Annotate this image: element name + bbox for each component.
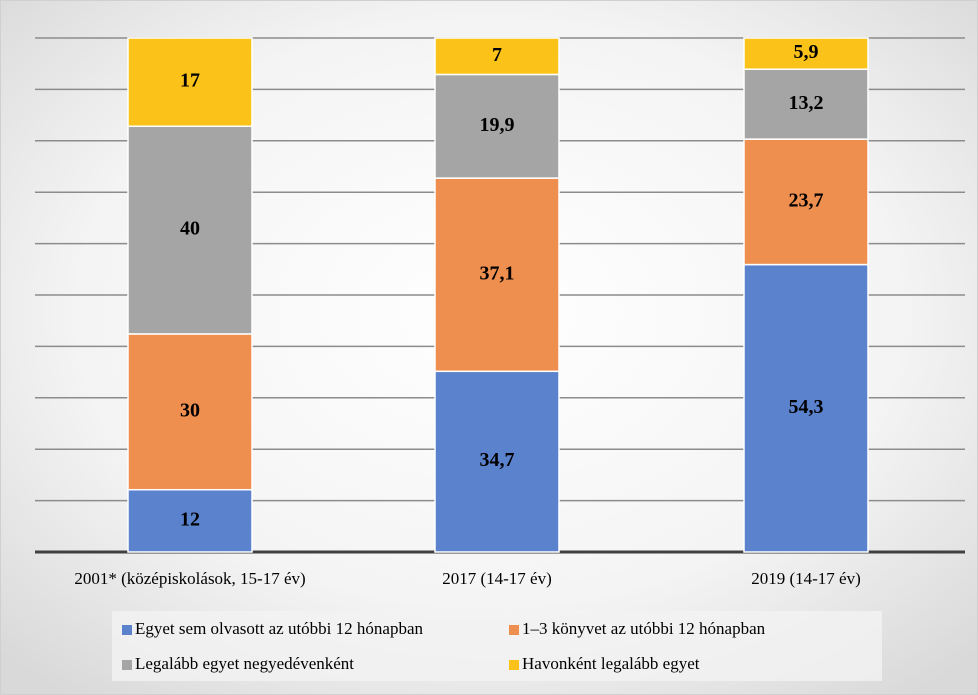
data-label: 23,7 — [789, 189, 824, 211]
bar-segment — [434, 177, 560, 373]
legend-label: 1–3 könyvet az utóbbi 12 hónapban — [522, 619, 766, 638]
legend-label: Legalább egyet negyedévenként — [135, 654, 354, 673]
bar-segment — [127, 125, 253, 335]
bar-segment — [127, 37, 253, 128]
x-tick-label: 2019 (14-17 év) — [751, 569, 861, 588]
data-label: 40 — [180, 218, 200, 240]
bar-segment — [434, 37, 560, 76]
data-label: 30 — [180, 399, 200, 421]
legend-swatch — [122, 625, 132, 635]
bar-segment — [434, 73, 560, 179]
data-label: 13,2 — [789, 92, 824, 114]
legend-swatch — [509, 660, 519, 670]
bar-segment — [434, 370, 560, 553]
data-label: 34,7 — [480, 449, 515, 471]
bar-segment — [743, 263, 869, 553]
data-label: 19,9 — [480, 114, 515, 136]
data-label: 7 — [492, 44, 502, 66]
legend-label: Havonként legalább egyet — [522, 654, 700, 673]
legend-box — [112, 611, 882, 681]
bar-segment — [127, 488, 253, 553]
data-label: 17 — [180, 70, 200, 92]
x-tick-label: 2001* (középiskolások, 15-17 év) — [74, 569, 305, 588]
data-label: 54,3 — [789, 396, 824, 418]
bar-segment — [743, 37, 869, 70]
legend-swatch — [122, 660, 132, 670]
data-label: 5,9 — [794, 41, 819, 63]
legend-label: Egyet sem olvasott az utóbbi 12 hónapban — [135, 619, 423, 638]
x-tick-label: 2017 (14-17 év) — [442, 569, 552, 588]
bar-segment — [127, 333, 253, 491]
bar-segment — [743, 138, 869, 266]
bar-segment — [743, 68, 869, 140]
data-label: 37,1 — [480, 262, 515, 284]
legend-swatch — [509, 625, 519, 635]
data-label: 12 — [180, 508, 200, 530]
